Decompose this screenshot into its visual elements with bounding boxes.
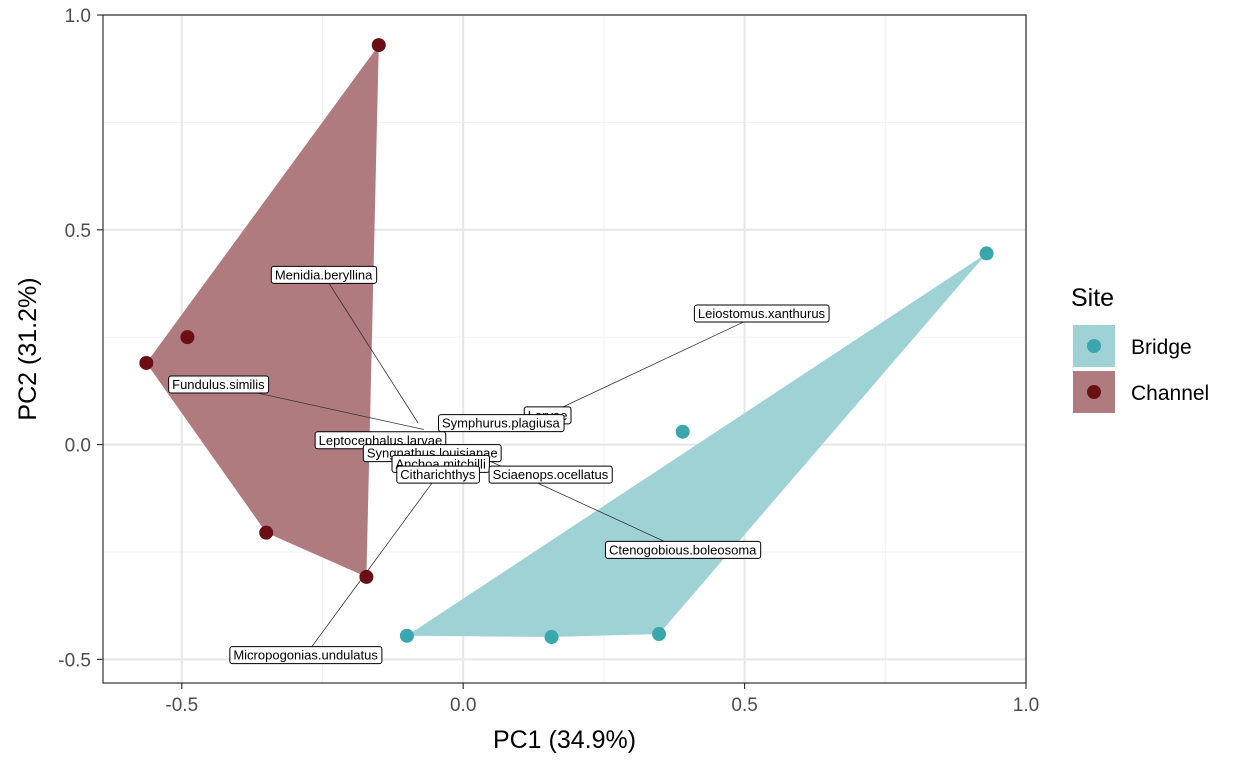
species-label: Symphurus.plagiusa (438, 414, 565, 433)
species-label-box (438, 414, 565, 433)
point-channel (259, 525, 274, 540)
species-label-box (396, 465, 480, 484)
point-channel (180, 330, 195, 345)
point-bridge (675, 424, 690, 439)
plot-panel-border (102, 14, 1027, 684)
point-bridge (979, 246, 994, 261)
hull-bridge (406, 253, 987, 638)
y-tick-label: 0.5 (65, 221, 91, 242)
species-label-text: Menidia.beryllina (275, 267, 373, 282)
species-label-box (693, 304, 830, 323)
y-tick-label: 0.0 (65, 436, 91, 457)
annotation-leader-line (323, 274, 419, 424)
species-label-box (168, 375, 270, 394)
legend-title: Site (1071, 284, 1114, 312)
x-tick-label: -0.5 (165, 695, 198, 716)
legend-key-point (1087, 385, 1101, 399)
point-bridge (652, 627, 667, 642)
species-label-text: Leiostomus.xanthurus (698, 306, 826, 321)
species-label: Sciaenops.ocellatus (488, 465, 613, 484)
y-tick-label: 1.0 (65, 6, 91, 27)
y-axis-title: PC2 (31.2%) (14, 277, 42, 420)
species-label-box (604, 540, 762, 559)
species-label-text: Sciaenops.ocellatus (493, 467, 609, 482)
species-label: Leiostomus.xanthurus (693, 304, 830, 323)
species-label-text: Micropogonias.undulatus (233, 648, 378, 663)
data-points (139, 38, 994, 645)
x-tick-label: 0.5 (731, 695, 757, 716)
y-tick-label: -0.5 (58, 650, 91, 671)
legend: Site Bridge Channel (1071, 284, 1209, 413)
axes: -0.5 0.0 0.5 1.0 -0.5 0.0 0.5 1.0 (58, 6, 1039, 716)
species-label-text: Citharichthys (400, 467, 476, 482)
annotation-leader-line (305, 478, 436, 656)
species-label: Citharichthys (396, 465, 480, 484)
legend-key-point (1087, 339, 1101, 353)
point-bridge (544, 630, 559, 645)
point-channel (139, 355, 154, 370)
species-label-text: Fundulus.similis (172, 377, 265, 392)
species-label: Ctenogobious.boleosoma (604, 540, 762, 559)
legend-item-bridge: Bridge (1073, 325, 1192, 367)
species-label-box (270, 265, 378, 284)
species-label: Menidia.beryllina (270, 265, 378, 284)
species-label-text: Leptocephalus.larvae (319, 433, 443, 448)
legend-label: Bridge (1131, 336, 1192, 359)
point-channel (371, 38, 386, 53)
species-label-box (488, 465, 613, 484)
species-label-box (229, 646, 383, 665)
legend-label: Channel (1131, 382, 1209, 405)
x-tick-label: 0.0 (450, 695, 476, 716)
species-annotations: Menidia.beryllina Leiostomus.xanthurus Fun… (168, 265, 830, 665)
species-label-text: Ctenogobious.boleosoma (609, 542, 757, 557)
species-label: Micropogonias.undulatus (229, 646, 383, 665)
legend-item-channel: Channel (1073, 371, 1209, 413)
point-bridge (399, 628, 414, 643)
point-channel (359, 569, 374, 584)
species-label-text: Symphurus.plagiusa (442, 416, 561, 431)
x-axis-title: PC1 (34.9%) (493, 726, 636, 754)
species-label: Fundulus.similis (168, 375, 270, 394)
x-tick-label: 1.0 (1013, 695, 1039, 716)
